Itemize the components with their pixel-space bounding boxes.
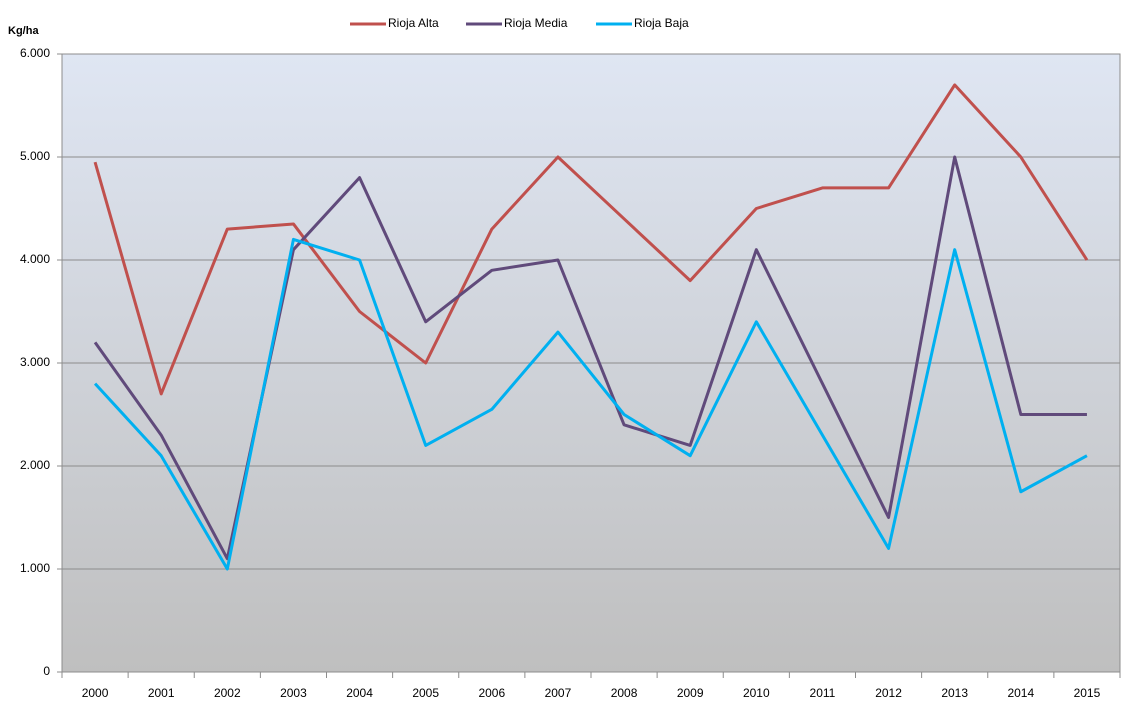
x-tick-label: 2009 bbox=[677, 686, 704, 700]
x-tick-label: 2005 bbox=[412, 686, 439, 700]
x-tick-label: 2008 bbox=[611, 686, 638, 700]
x-tick-label: 2007 bbox=[545, 686, 572, 700]
x-tick-label: 2003 bbox=[280, 686, 307, 700]
y-tick-label: 4.000 bbox=[20, 252, 50, 266]
y-tick-label: 2.000 bbox=[20, 458, 50, 472]
x-tick-label: 2000 bbox=[82, 686, 109, 700]
legend-label: Rioja Media bbox=[504, 16, 568, 30]
legend-label: Rioja Alta bbox=[388, 16, 439, 30]
series-line bbox=[93, 237, 1088, 571]
y-tick-label: 0 bbox=[43, 664, 50, 678]
x-tick-label: 2004 bbox=[346, 686, 373, 700]
x-tick-label: 2013 bbox=[941, 686, 968, 700]
y-tick-label: 5.000 bbox=[20, 149, 50, 163]
x-tick-label: 2002 bbox=[214, 686, 241, 700]
series-line bbox=[93, 83, 1089, 396]
y-tick-label: 1.000 bbox=[20, 561, 50, 575]
x-tick-label: 2001 bbox=[148, 686, 175, 700]
y-axis-label: Kg/ha bbox=[8, 25, 39, 37]
x-tick-label: 2011 bbox=[810, 686, 836, 700]
x-tick-label: 2010 bbox=[743, 686, 770, 700]
x-tick-label: 2006 bbox=[478, 686, 505, 700]
x-tick-label: 2015 bbox=[1074, 686, 1101, 700]
x-tick-label: 2014 bbox=[1007, 686, 1034, 700]
y-tick-label: 3.000 bbox=[20, 355, 50, 369]
legend-label: Rioja Baja bbox=[634, 16, 689, 30]
y-tick-label: 6.000 bbox=[20, 46, 50, 60]
x-tick-label: 2012 bbox=[875, 686, 902, 700]
